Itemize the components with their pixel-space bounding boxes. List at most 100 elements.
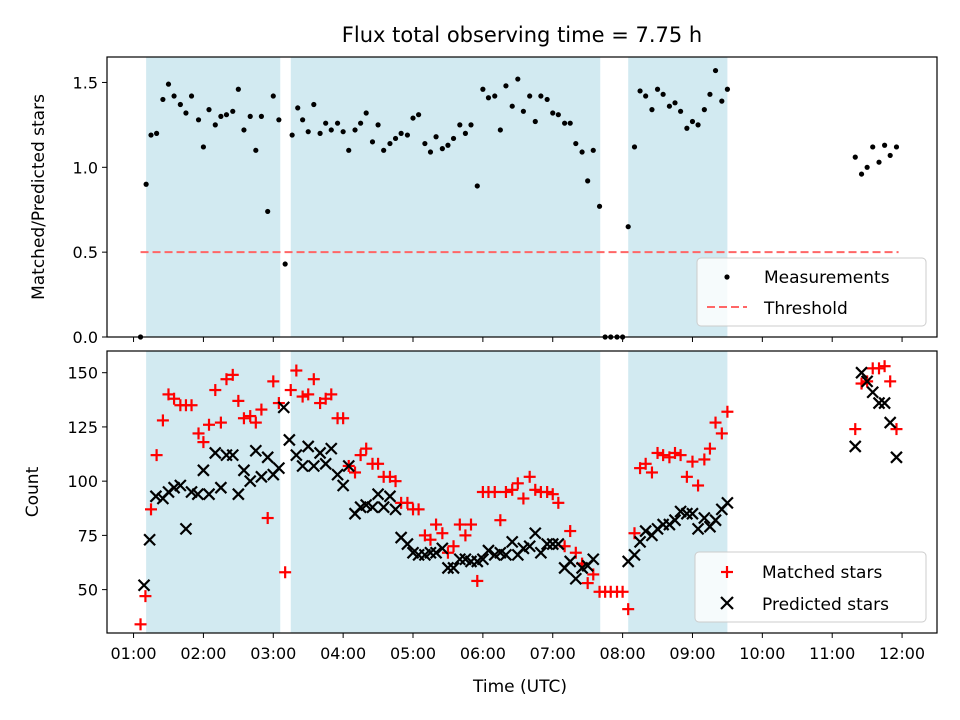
matched-stars-point — [873, 362, 886, 375]
marker-stroke — [296, 459, 309, 473]
predicted-stars-point — [389, 503, 402, 516]
measurement-point — [148, 132, 154, 138]
measurement-point — [457, 122, 463, 128]
matched-stars-point — [506, 483, 519, 496]
measurement-point — [567, 120, 573, 126]
predicted-stars-point — [878, 396, 891, 410]
measurement-point — [462, 130, 469, 136]
matched-stars-point — [436, 527, 449, 540]
measurement-point — [876, 159, 882, 165]
measurement-point — [160, 96, 166, 103]
marker-stroke — [453, 552, 467, 566]
predicted-stars-point — [709, 513, 722, 527]
marker-stroke — [359, 498, 373, 512]
predicted-stars-point — [232, 487, 245, 501]
matched-stars-legend-marker — [721, 566, 733, 578]
measurement-point — [154, 130, 160, 136]
measurement-point — [712, 67, 719, 74]
marker-stroke — [546, 537, 560, 551]
marker-stroke — [505, 535, 519, 549]
ratio-y-axis-label: Matched/Predicted stars — [29, 94, 49, 300]
y-tick-label: 125 — [67, 418, 98, 437]
measurement-point — [637, 88, 643, 94]
matched-stars-point — [249, 416, 262, 429]
measurement-point — [666, 103, 673, 109]
measurement-point — [515, 76, 521, 82]
predicted-stars-point — [633, 535, 647, 549]
predicted-stars-point — [336, 479, 350, 492]
predicted-stars-point — [277, 401, 291, 414]
measurement-point — [660, 91, 666, 97]
predicted-stars-point — [429, 546, 443, 560]
matched-stars-point — [709, 416, 722, 429]
measurement-point — [893, 144, 900, 150]
marker-stroke — [214, 481, 228, 494]
marker-stroke — [680, 507, 694, 520]
predicted-stars-point — [307, 459, 321, 473]
ratio-y-axis: 0.0 0.5 1.0 1.5 — [73, 73, 107, 347]
matched-stars-point — [145, 503, 158, 516]
matched-stars-point — [464, 518, 477, 531]
marker-stroke — [324, 442, 338, 455]
predicted-stars-point — [202, 487, 216, 501]
y-tick-label: 0.0 — [73, 328, 98, 347]
marker-stroke — [563, 555, 577, 568]
matched-stars-point — [494, 514, 507, 527]
predicted-stars-point — [331, 468, 344, 481]
predicted-stars-point — [237, 464, 251, 477]
marker-stroke — [371, 487, 385, 501]
predicted-stars-point — [883, 416, 897, 429]
measurement-point — [171, 93, 177, 99]
marker-stroke — [476, 552, 490, 566]
predicted-stars-point — [149, 490, 163, 503]
matched-stars-point — [203, 418, 216, 431]
predicted-stars-point — [209, 446, 222, 460]
marker-stroke — [331, 468, 344, 481]
measurement-point — [276, 117, 282, 123]
measurement-point — [649, 107, 655, 113]
marker-stroke — [261, 451, 274, 464]
marker-stroke — [383, 490, 397, 503]
matched-stars-point — [616, 585, 629, 598]
matched-stars-point — [168, 392, 181, 405]
observing-intervals — [146, 351, 728, 633]
marker-stroke — [686, 507, 699, 520]
matched-stars-point — [302, 388, 315, 401]
measurement-point — [689, 118, 696, 125]
matched-stars-point — [401, 496, 414, 509]
measurement-point — [363, 110, 369, 116]
predicted-stars-point — [866, 385, 880, 399]
measurement-point — [724, 86, 731, 92]
measurement-point — [538, 93, 544, 99]
matched-stars-point — [674, 449, 687, 462]
matched-stars-point — [337, 412, 350, 425]
predicted-stars-point — [137, 578, 151, 592]
ratio-panel: 0.0 0.5 1.0 1.5 Flux total observing time =… — [29, 23, 938, 347]
marker-stroke — [499, 548, 513, 562]
measurement-point — [468, 122, 474, 128]
measurement-point — [422, 140, 428, 147]
marker-stroke — [709, 513, 722, 527]
measurement-point — [433, 134, 439, 140]
marker-stroke — [436, 542, 449, 555]
measurement-point — [532, 118, 538, 125]
measurement-point — [369, 139, 376, 145]
measurement-point — [527, 93, 533, 99]
marker-stroke — [459, 552, 472, 566]
measurement-point — [625, 224, 631, 230]
measurement-point — [695, 122, 701, 128]
predicted-stars-point — [301, 440, 315, 453]
matched-stars-point — [651, 446, 664, 459]
matched-stars-point — [139, 590, 152, 603]
measurement-point — [852, 154, 858, 160]
threshold-legend-label: Threshold — [763, 299, 848, 319]
measurement-point — [870, 144, 876, 150]
marker-stroke — [336, 479, 350, 492]
measurement-point — [631, 144, 638, 150]
marker-stroke — [848, 440, 862, 453]
predicted-stars-point — [243, 474, 257, 488]
measurement-point — [165, 81, 172, 87]
marker-stroke — [721, 496, 734, 510]
measurement-point — [492, 93, 498, 99]
measurement-point — [218, 113, 224, 119]
